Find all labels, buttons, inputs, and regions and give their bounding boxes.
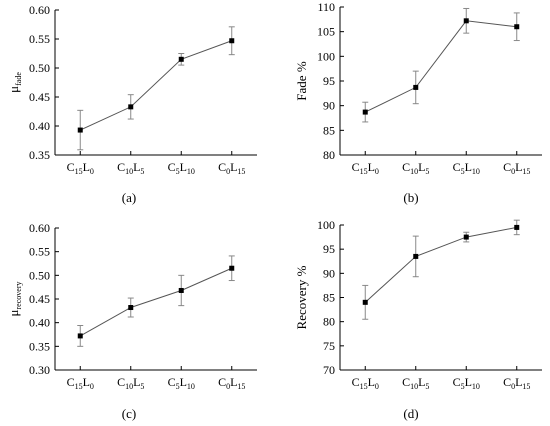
chart-panel-a: 0.35 0.40 0.45 0.50 0.55 0.60 C15L0 C10L5 C5L10 C… bbox=[6, 3, 257, 176]
data-point bbox=[128, 104, 134, 110]
panel-label-a: (a) bbox=[122, 190, 136, 205]
x-tick-label: C10L5 bbox=[402, 160, 429, 176]
data-point bbox=[514, 224, 520, 230]
y-tick-label: 0.40 bbox=[29, 316, 50, 330]
x-tick-label: C0L15 bbox=[218, 375, 245, 391]
y-axis-label: Fade % bbox=[294, 61, 309, 101]
series-line bbox=[364, 226, 517, 303]
y-tick-label: 80 bbox=[323, 315, 335, 329]
y-tick-label: 0.55 bbox=[29, 32, 50, 46]
x-tick-label: C0L15 bbox=[218, 160, 245, 176]
data-point bbox=[463, 234, 469, 240]
y-tick-label: 0.60 bbox=[29, 3, 50, 17]
chart-panel-c: 0.30 0.35 0.40 0.45 0.50 0.55 0.60 C15L0 C10L5 C5… bbox=[6, 221, 257, 391]
y-axis-label: μfade bbox=[6, 72, 23, 93]
y-tick-label: 0.35 bbox=[29, 339, 50, 353]
panel-label-c: (c) bbox=[122, 406, 136, 421]
y-tick-label: 105 bbox=[317, 25, 335, 39]
x-tick-label: C5L10 bbox=[453, 375, 480, 391]
y-tick-label: 0.55 bbox=[29, 245, 50, 259]
data-point bbox=[229, 38, 235, 44]
x-tick-label: C10L5 bbox=[117, 160, 144, 176]
x-tick-label: C15L0 bbox=[67, 160, 94, 176]
data-point bbox=[178, 56, 184, 62]
y-tick-label: 0.40 bbox=[29, 119, 50, 133]
data-point bbox=[362, 299, 368, 305]
chart-panel-b: 80 85 90 95 100 105 110 C15L0 C10L5 C5L10 C0L15 Fad… bbox=[294, 0, 542, 176]
y-tick-label: 85 bbox=[323, 291, 335, 305]
y-tick-label: 90 bbox=[323, 99, 335, 113]
series-line bbox=[365, 20, 517, 113]
x-tick-label: C10L5 bbox=[117, 375, 144, 391]
data-point bbox=[413, 84, 419, 90]
y-axis-label: μrecovery bbox=[6, 282, 23, 317]
y-tick-label: 80 bbox=[323, 148, 335, 162]
y-tick-label: 95 bbox=[323, 242, 335, 256]
y-tick-label: 0.45 bbox=[29, 90, 50, 104]
y-tick-label: 95 bbox=[323, 74, 335, 88]
y-tick-label: 90 bbox=[323, 266, 335, 280]
data-point bbox=[514, 24, 520, 30]
data-point bbox=[229, 265, 235, 271]
x-tick-label: C5L10 bbox=[168, 375, 195, 391]
x-tick-label: C5L10 bbox=[168, 160, 195, 176]
x-tick-label: C15L0 bbox=[352, 160, 379, 176]
data-point bbox=[178, 287, 184, 293]
data-point bbox=[413, 253, 419, 259]
y-tick-label: 70 bbox=[323, 363, 335, 377]
y-tick-label: 0.35 bbox=[29, 148, 50, 162]
y-tick-label: 0.50 bbox=[29, 268, 50, 282]
x-tick-label: C15L0 bbox=[352, 375, 379, 391]
y-tick-label: 100 bbox=[317, 49, 335, 63]
chart-panel-d: 70 75 80 85 90 95 100 C15L0 C10L5 C5L10 C0L15 Recov… bbox=[294, 218, 542, 391]
y-tick-label: 0.45 bbox=[29, 292, 50, 306]
data-point bbox=[77, 333, 83, 339]
x-tick-label: C0L15 bbox=[503, 375, 530, 391]
y-tick-label: 0.50 bbox=[29, 61, 50, 75]
series-line bbox=[80, 267, 232, 337]
y-tick-label: 100 bbox=[317, 218, 335, 232]
data-point bbox=[463, 18, 469, 24]
y-tick-label: 85 bbox=[323, 123, 335, 137]
y-tick-label: 0.30 bbox=[29, 363, 50, 377]
y-tick-label: 0.60 bbox=[29, 221, 50, 235]
series-line bbox=[80, 40, 232, 131]
y-tick-label: 110 bbox=[317, 0, 335, 14]
data-point bbox=[362, 109, 368, 115]
x-tick-label: C10L5 bbox=[402, 375, 429, 391]
y-tick-label: 75 bbox=[323, 339, 335, 353]
x-tick-label: C5L10 bbox=[453, 160, 480, 176]
panel-label-b: (b) bbox=[403, 190, 418, 205]
data-point bbox=[128, 305, 134, 311]
data-point bbox=[77, 127, 83, 133]
y-axis-label: Recovery % bbox=[294, 265, 309, 329]
x-tick-label: C15L0 bbox=[67, 375, 94, 391]
panel-label-d: (d) bbox=[403, 406, 418, 421]
x-tick-label: C0L15 bbox=[503, 160, 530, 176]
